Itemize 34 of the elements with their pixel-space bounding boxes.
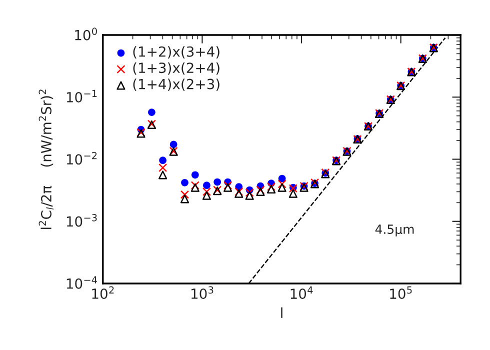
point bbox=[214, 178, 221, 186]
y-tick-label: 10$^{−4}$ bbox=[66, 276, 97, 289]
point bbox=[203, 182, 210, 190]
legend-label: (1+4)x(2+3) bbox=[133, 78, 220, 91]
legend-label: (1+2)x(3+4) bbox=[133, 46, 220, 58]
point bbox=[148, 108, 156, 116]
point bbox=[288, 189, 298, 198]
x-tick-label: 10$^{2}$ bbox=[92, 286, 114, 300]
annotation: 4.5μm bbox=[375, 224, 414, 236]
y-axis-title: l$^{2}$C$_{l}$/2π (nW/m$^{2}$Sr)$^{2}$ bbox=[38, 90, 54, 229]
legend-label: (1+3)x(2+4) bbox=[133, 62, 220, 75]
point bbox=[159, 156, 166, 164]
point bbox=[278, 174, 286, 182]
point bbox=[158, 163, 168, 172]
point bbox=[202, 187, 212, 196]
point bbox=[278, 183, 286, 192]
x-axis-title: l bbox=[281, 307, 282, 318]
x-tick-label: 10$^{5}$ bbox=[390, 286, 412, 300]
point bbox=[170, 140, 178, 148]
y-tick-label: 10$^{−2}$ bbox=[66, 152, 97, 165]
x-tick-label: 10$^{4}$ bbox=[290, 286, 313, 300]
point bbox=[191, 171, 199, 179]
point bbox=[278, 180, 286, 188]
point bbox=[245, 191, 254, 200]
point bbox=[158, 170, 168, 180]
point bbox=[181, 178, 188, 186]
point bbox=[180, 194, 190, 204]
point bbox=[202, 191, 212, 200]
y-tick-label: 10$^{−1}$ bbox=[66, 90, 97, 103]
y-tick-label: 10$^{0}$ bbox=[75, 28, 97, 40]
point bbox=[180, 190, 190, 199]
point bbox=[245, 188, 254, 197]
x-tick-label: 10$^{3}$ bbox=[192, 286, 214, 300]
y-tick-label: 10$^{−3}$ bbox=[66, 214, 97, 227]
